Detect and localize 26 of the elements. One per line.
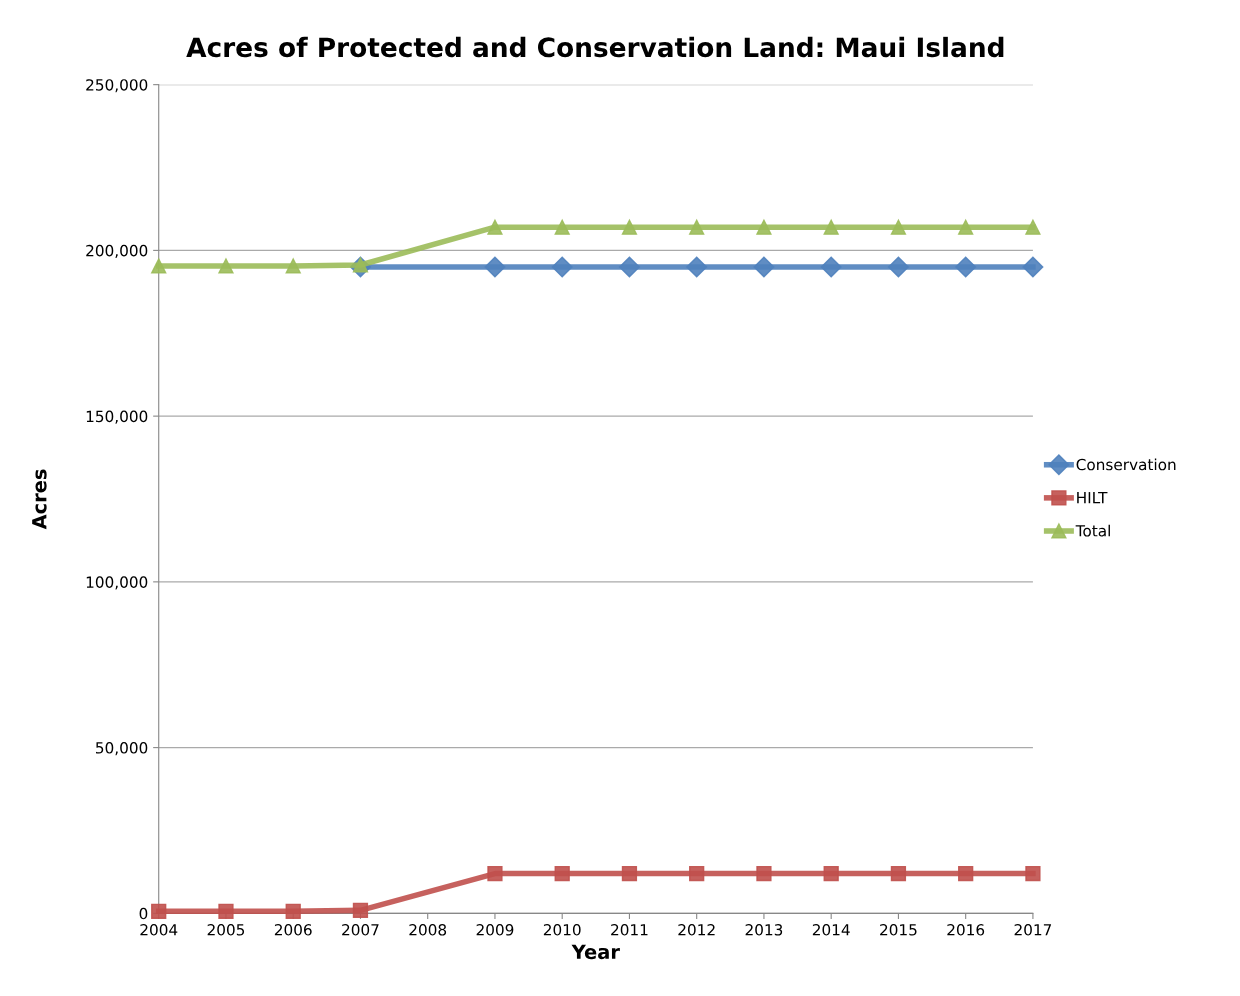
x-tick-label: 2009 xyxy=(476,924,514,936)
x-tick-label: 2010 xyxy=(543,924,581,936)
legend-label: HILT xyxy=(1077,492,1108,504)
x-tick-label: 2013 xyxy=(745,924,783,936)
legend-label: Total xyxy=(1075,524,1110,537)
y-tick-label: 150,000 xyxy=(86,410,148,424)
x-tick-label: 2006 xyxy=(274,924,312,936)
y-axis-title: Acres xyxy=(32,469,47,530)
x-tick-label: 2011 xyxy=(611,924,648,936)
x-tick-label: 2017 xyxy=(1014,924,1052,936)
legend-label: Conservation xyxy=(1076,458,1176,471)
x-tick-label: 2008 xyxy=(409,924,447,936)
x-tick-label: 2014 xyxy=(812,924,850,936)
y-tick-label: 250,000 xyxy=(86,79,148,93)
y-tick-label: 200,000 xyxy=(86,244,148,258)
x-tick-label: 2004 xyxy=(140,924,178,936)
chart-title: Acres of Protected and Conservation Land: Maui Island xyxy=(186,36,1004,58)
x-axis-title: Year xyxy=(571,944,620,960)
x-tick-label: 2015 xyxy=(880,924,917,936)
x-tick-label: 2005 xyxy=(207,924,245,936)
x-tick-label: 2007 xyxy=(342,924,379,936)
y-tick-label: 100,000 xyxy=(86,576,148,590)
y-tick-label: 0 xyxy=(139,907,148,920)
x-tick-label: 2016 xyxy=(947,924,985,936)
x-tick-label: 2012 xyxy=(678,924,715,936)
y-tick-label: 50,000 xyxy=(96,742,148,756)
